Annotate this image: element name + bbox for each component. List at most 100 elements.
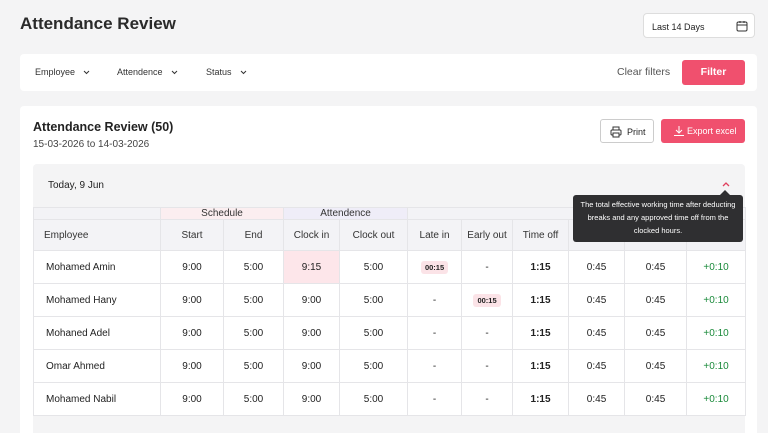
- column-header: Time off: [512, 219, 570, 251]
- table-cell: 5:00: [339, 250, 409, 284]
- time-badge: 00:15: [420, 260, 449, 274]
- day-section: Today, 9 Jun Schedule Attendence Employee S…: [33, 164, 747, 433]
- table-cell: 0:45: [624, 316, 688, 350]
- date-range-label: Last 14 Days: [652, 22, 705, 32]
- filter-dropdown[interactable]: Attendence: [117, 67, 178, 77]
- table-cell: 9:00: [160, 283, 224, 317]
- table-cell: 1:15: [512, 283, 570, 317]
- table-cell: 0:45: [568, 349, 626, 383]
- table-cell: +0:10: [686, 283, 747, 317]
- table-cell: 0:45: [624, 349, 688, 383]
- table-row: Mohamed Amin 9:00 5:00 9:15 5:00 00:15-1:15 0:…: [33, 250, 747, 284]
- employee-name: Mohamed Nabil: [33, 382, 161, 416]
- table-cell: 5:00: [222, 349, 285, 383]
- filter-bar: Employee Attendence Status Clear filters…: [20, 54, 757, 91]
- table-cell: 0:45: [624, 283, 688, 317]
- table-cell: 0:45: [568, 316, 626, 350]
- panel-dates: 15-03-2026 to 14-03-2026: [33, 139, 150, 150]
- employee-name: Mohamed Hany: [33, 283, 161, 317]
- table-cell: 0:45: [568, 382, 626, 416]
- table-cell: -: [461, 250, 514, 284]
- filter-button[interactable]: Filter: [682, 60, 745, 85]
- table-cell: 9:00: [160, 349, 224, 383]
- filter-dropdown[interactable]: Status: [206, 67, 247, 77]
- table-cell: +0:10: [686, 250, 747, 284]
- group-cell: [33, 207, 161, 220]
- time-badge: 00:15: [473, 293, 501, 307]
- table-cell: -: [461, 316, 514, 350]
- column-header: Start: [160, 219, 224, 251]
- table-row: Mohamed Nabil 9:00 5:00 9:00 5:00- -1:15 0:45 0…: [33, 382, 747, 416]
- table-cell: +0:10: [686, 382, 747, 416]
- table-cell: +0:10: [686, 316, 747, 350]
- clear-filters[interactable]: Clear filters: [617, 66, 671, 78]
- table-cell: 9:00: [283, 382, 341, 416]
- table-cell: 1:15: [512, 250, 570, 284]
- table-cell: 00:15: [407, 250, 463, 284]
- table-cell: 1:15: [512, 349, 570, 383]
- print-icon: [610, 126, 622, 138]
- table-cell: -: [407, 283, 463, 317]
- table-cell: 5:00: [339, 349, 409, 383]
- table-cell: -: [407, 349, 463, 383]
- table-cell: 0:45: [624, 382, 688, 416]
- download-icon: [674, 126, 684, 136]
- panel-title: Attendance Review (50): [33, 120, 174, 134]
- print-button[interactable]: Print: [600, 119, 654, 143]
- table-row: Mohamed Hany 9:00 5:00 9:00 5:00-00:15 1:15 0:…: [33, 283, 747, 317]
- attendance-table: Schedule Attendence Employee Start End Clock …: [33, 207, 747, 416]
- chevron-down: [83, 70, 90, 75]
- review-panel: Attendance Review (50) 15-03-2026 to 14-…: [20, 106, 757, 433]
- filter-dropdown[interactable]: Employee: [35, 67, 90, 77]
- table-cell: 5:00: [339, 382, 409, 416]
- table-cell: 9:00: [160, 250, 224, 284]
- column-header: Clock in: [283, 219, 341, 251]
- table-cell: 5:00: [222, 316, 285, 350]
- table-body: Mohamed Amin 9:00 5:00 9:15 5:00 00:15-1:15 0:…: [33, 250, 747, 416]
- day-label: Today, 9 Jun: [48, 180, 104, 191]
- export-button[interactable]: Export excel: [661, 119, 745, 143]
- column-header: End: [222, 219, 285, 251]
- table-cell: -: [461, 382, 514, 416]
- table-cell: 9:00: [283, 349, 341, 383]
- filter-label: Employee: [35, 67, 76, 77]
- table-cell: 9:00: [283, 316, 341, 350]
- table-cell: 5:00: [339, 316, 409, 350]
- table-cell: -: [407, 316, 463, 350]
- table-cell: 9:00: [283, 283, 341, 317]
- filter-label: Attendence: [117, 67, 163, 77]
- table-cell: -: [461, 349, 514, 383]
- table-cell: 9:15: [283, 250, 341, 284]
- table-cell: 00:15: [461, 283, 514, 317]
- column-header: Late in: [407, 219, 463, 251]
- chevron-down: [240, 70, 246, 75]
- tooltip: The total effective working time after d…: [573, 190, 743, 242]
- column-header: Employee: [33, 219, 161, 251]
- employee-name: Mohamed Amin: [33, 250, 161, 284]
- page-title: Attendance Review: [20, 14, 176, 33]
- table-cell: 0:45: [624, 250, 688, 284]
- collapse-chevron[interactable]: [721, 180, 731, 188]
- column-header: Early out: [461, 219, 514, 251]
- table-row: Omar Ahmed 9:00 5:00 9:00 5:00- -1:15 0:45 0:45…: [33, 349, 747, 383]
- table-cell: 1:15: [512, 382, 570, 416]
- calendar-icon: [736, 21, 748, 32]
- date-range-picker[interactable]: Last 14 Days: [643, 13, 755, 38]
- export-label: Export excel: [687, 126, 737, 136]
- table-cell: 5:00: [222, 283, 285, 317]
- chevron-down: [171, 70, 177, 75]
- table-cell: -: [407, 382, 463, 416]
- table-cell: +0:10: [686, 349, 747, 383]
- column-header: Clock out: [339, 219, 409, 251]
- table-cell: 5:00: [222, 382, 285, 416]
- group-header: Schedule: [159, 207, 285, 220]
- table-cell: 1:15: [512, 316, 570, 350]
- print-label: Print: [627, 127, 646, 137]
- table-cell: 0:45: [568, 250, 626, 284]
- table-cell: 9:00: [160, 382, 224, 416]
- employee-name: Omar Ahmed: [33, 349, 161, 383]
- table-cell: 5:00: [339, 283, 409, 317]
- table-row: Mohaned Adel 9:00 5:00 9:00 5:00- -1:15 0:45 0:…: [33, 316, 747, 350]
